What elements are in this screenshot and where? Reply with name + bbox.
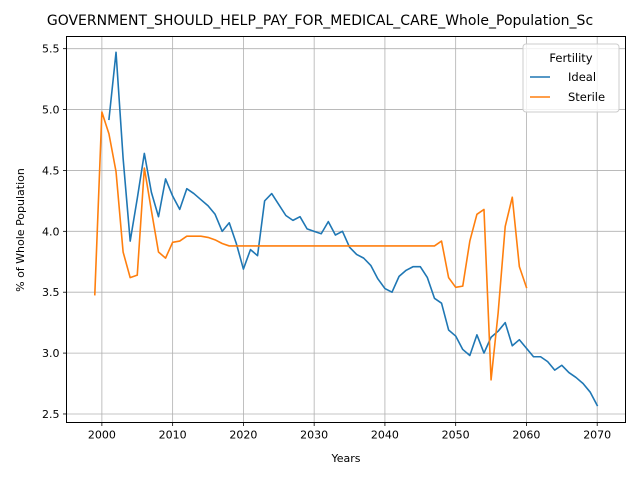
legend: Fertility Ideal Sterile: [522, 43, 620, 113]
x-axis-ticks: 2000 2010 2020 2030 2040 2050 2060 2070: [88, 422, 611, 442]
y-tick-label: 5.5: [42, 43, 60, 56]
y-tick-label: 3.5: [42, 286, 60, 299]
y-tick-label: 2.5: [42, 408, 60, 421]
series-line-sterile: [93, 111, 528, 381]
y-axis-ticks: 2.5 3.0 3.5 4.0 4.5 5.0 5.5: [42, 43, 67, 421]
y-axis-label: % of Whole Population: [14, 168, 27, 292]
series-line-ideal: [108, 51, 599, 407]
x-tick-label: 2000: [88, 429, 116, 442]
y-tick-label: 4.0: [42, 225, 60, 238]
x-tick-label: 2070: [583, 429, 611, 442]
legend-entry-sterile: Sterile: [568, 90, 605, 104]
y-tick-label: 3.0: [42, 347, 60, 360]
x-tick-label: 2010: [159, 429, 187, 442]
legend-box: [522, 43, 620, 113]
plot-frame: [66, 36, 626, 423]
y-tick-label: 4.5: [42, 164, 60, 177]
series-layer: [93, 51, 599, 407]
legend-title: Fertility: [549, 51, 592, 65]
chart-title: GOVERNMENT_SHOULD_HELP_PAY_FOR_MEDICAL_C…: [47, 13, 593, 29]
legend-entry-ideal: Ideal: [568, 70, 596, 84]
x-tick-label: 2030: [300, 429, 328, 442]
x-tick-label: 2040: [371, 429, 399, 442]
x-tick-label: 2050: [442, 429, 470, 442]
x-tick-label: 2060: [512, 429, 540, 442]
y-tick-label: 5.0: [42, 104, 60, 117]
x-tick-label: 2020: [229, 429, 257, 442]
x-axis-label: Years: [330, 452, 360, 465]
